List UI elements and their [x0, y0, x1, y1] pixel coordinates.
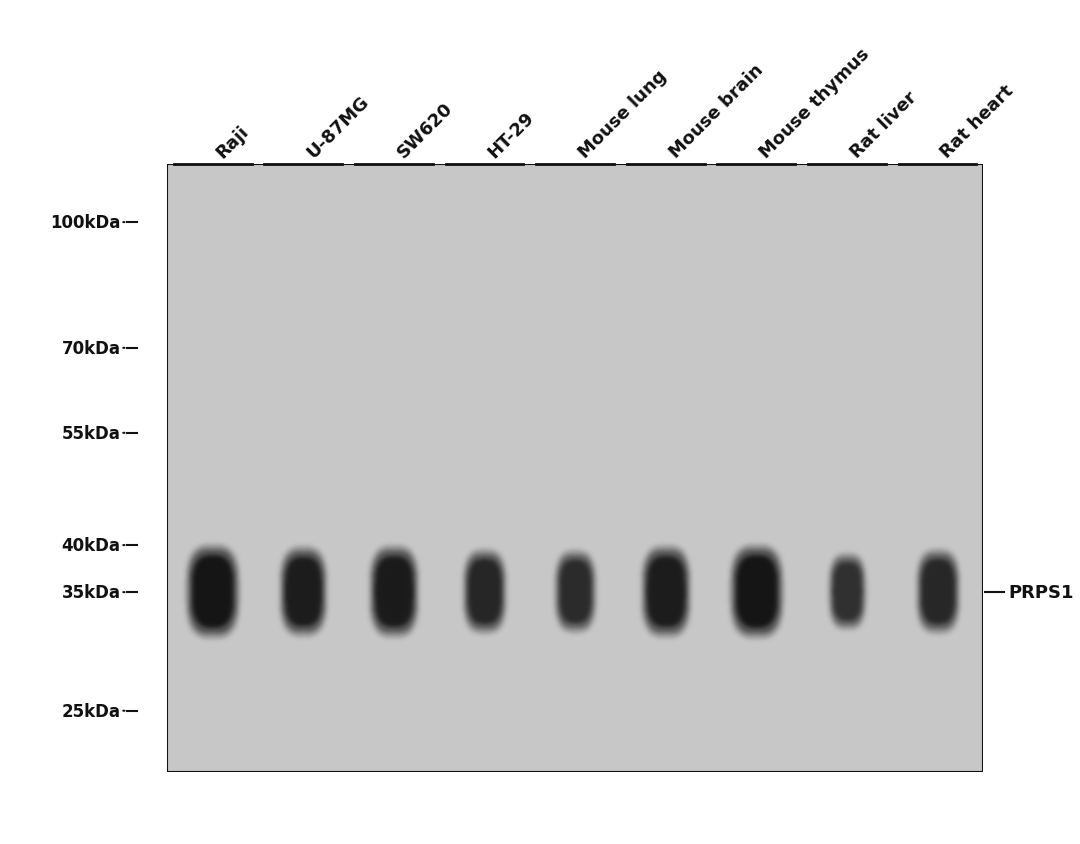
Text: Rat liver: Rat liver — [847, 88, 920, 161]
Text: Mouse lung: Mouse lung — [576, 67, 670, 161]
Text: Mouse thymus: Mouse thymus — [756, 45, 873, 161]
Text: Raji: Raji — [213, 122, 253, 161]
Text: HT-29: HT-29 — [485, 108, 538, 161]
Text: Rat heart: Rat heart — [937, 82, 1017, 161]
Text: 25kDa: 25kDa — [62, 702, 121, 720]
Text: PRPS1: PRPS1 — [1008, 583, 1074, 602]
Text: SW620: SW620 — [394, 99, 457, 161]
Text: U-87MG: U-87MG — [303, 92, 373, 161]
Text: 100kDa: 100kDa — [50, 214, 121, 232]
Text: Mouse brain: Mouse brain — [665, 61, 767, 161]
Text: 35kDa: 35kDa — [62, 583, 121, 602]
Text: 70kDa: 70kDa — [62, 339, 121, 357]
Text: 40kDa: 40kDa — [62, 537, 121, 555]
Text: 55kDa: 55kDa — [62, 425, 121, 442]
